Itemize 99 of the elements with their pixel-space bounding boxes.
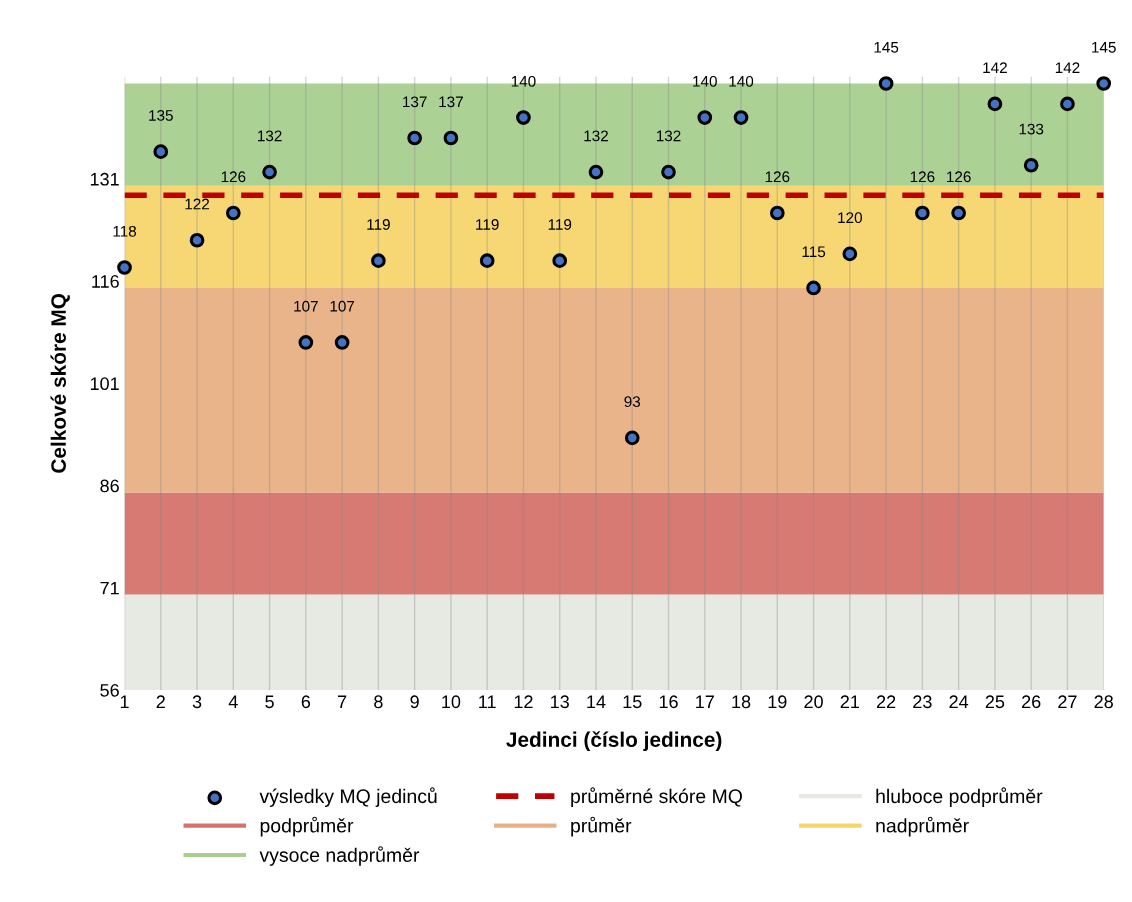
x-tick-label: 24 — [949, 695, 969, 708]
point — [1096, 76, 1112, 91]
y-tick-label: 116 — [92, 275, 119, 288]
data-label: 115 — [802, 246, 826, 258]
data-label: 140 — [511, 75, 536, 87]
data-label: 133 — [1019, 123, 1044, 135]
point — [117, 260, 132, 275]
point — [661, 164, 676, 180]
x-tick-label: 3 — [192, 695, 202, 709]
data-label: 137 — [403, 96, 427, 108]
point — [371, 253, 386, 269]
point — [769, 205, 785, 221]
x-tick-label: 11 — [479, 695, 496, 708]
data-label: 126 — [221, 171, 246, 183]
x-tick-label: 4 — [228, 695, 238, 708]
data-label: 140 — [729, 75, 754, 87]
data-label: 126 — [765, 171, 790, 183]
data-label: 137 — [439, 96, 463, 108]
point — [153, 144, 169, 159]
point — [479, 253, 495, 269]
data-label: 135 — [149, 110, 173, 121]
x-tick-label: 21 — [840, 695, 859, 708]
point — [1023, 157, 1039, 173]
point — [697, 110, 713, 125]
x-tick-label: 22 — [876, 695, 896, 708]
x-tick-label: 27 — [1058, 695, 1077, 708]
point — [951, 205, 966, 221]
point — [189, 232, 205, 248]
y-tick-label: 101 — [90, 377, 119, 391]
legend-label: vysoce nadprůměr — [259, 846, 420, 866]
data-label: 119 — [476, 219, 499, 230]
data-label: 126 — [910, 171, 935, 183]
x-tick-label: 16 — [659, 695, 678, 709]
data-label: 142 — [983, 62, 1007, 73]
data-label: 142 — [1055, 62, 1080, 73]
x-tick-label: 15 — [623, 695, 642, 709]
data-label: 120 — [838, 212, 862, 224]
data-label: 132 — [584, 130, 608, 142]
point — [588, 164, 604, 180]
legend-label: hluboce podprůměr — [876, 787, 1043, 807]
point — [407, 130, 422, 146]
x-tick-label: 5 — [265, 695, 274, 709]
x-tick-label: 18 — [732, 695, 751, 709]
data-label: 119 — [367, 219, 390, 230]
x-tick-label: 26 — [1022, 695, 1041, 709]
data-label: 140 — [693, 75, 717, 87]
y-tick-label: 131 — [90, 172, 119, 186]
data-label: 145 — [874, 42, 899, 53]
x-tick-label: 17 — [696, 695, 714, 708]
data-label: 93 — [624, 396, 641, 408]
point — [225, 205, 241, 221]
point — [298, 335, 314, 350]
point — [443, 130, 459, 146]
legend-label: průměr — [571, 816, 632, 837]
point — [1060, 96, 1075, 112]
data-label: 122 — [185, 198, 210, 210]
data-label: 126 — [947, 171, 971, 183]
y-tick-label: 71 — [100, 581, 119, 595]
data-label: 118 — [113, 225, 137, 237]
x-tick-label: 23 — [913, 695, 932, 709]
legend-label: nadprůměr — [876, 816, 969, 837]
y-tick-label: 56 — [100, 683, 119, 697]
legend-label: podprůměr — [260, 816, 354, 837]
y-tick-label: 86 — [100, 479, 119, 493]
data-label: 132 — [258, 130, 282, 142]
x-tick-label: 1 — [120, 695, 129, 708]
x-tick-label: 19 — [768, 695, 787, 709]
x-tick-label: 25 — [985, 695, 1005, 709]
x-tick-label: 6 — [301, 695, 311, 709]
point — [733, 110, 749, 125]
point — [806, 280, 821, 296]
x-tick-label: 9 — [410, 695, 419, 709]
x-tick-label: 8 — [374, 695, 383, 709]
data-label: 119 — [548, 219, 572, 230]
x-tick-label: 14 — [587, 695, 606, 708]
data-label: 132 — [656, 130, 681, 142]
point — [262, 164, 277, 180]
x-tick-label: 13 — [551, 695, 569, 709]
x-tick-label: 12 — [514, 695, 533, 708]
point — [552, 253, 568, 269]
point — [334, 335, 350, 350]
x-tick-label: 2 — [156, 695, 165, 708]
point — [842, 246, 858, 262]
x-tick-label: 10 — [442, 695, 461, 709]
legend-label: průměrné skóre MQ — [571, 787, 742, 807]
x-tick-label: 7 — [338, 695, 347, 708]
point — [987, 96, 1003, 112]
point — [915, 205, 930, 221]
data-label: 107 — [330, 300, 355, 312]
legend-label: výsledky MQ jedinců — [259, 787, 437, 807]
point — [516, 110, 531, 125]
data-label: 107 — [294, 300, 318, 312]
point — [878, 76, 894, 91]
point — [624, 430, 640, 446]
x-tick-label: 20 — [804, 695, 823, 709]
y-axis-title: Celkové skóre MQ — [50, 293, 70, 473]
x-tick-label: 28 — [1094, 695, 1113, 709]
x-axis-title: Jedinci (číslo jedince) — [506, 731, 722, 752]
data-label: 145 — [1092, 42, 1116, 53]
